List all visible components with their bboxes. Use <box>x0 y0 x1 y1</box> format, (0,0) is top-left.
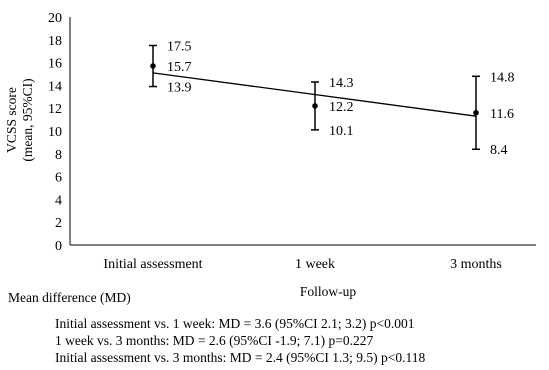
ci-upper-label: 14.3 <box>329 76 354 91</box>
x-tick-label: 3 months <box>450 257 502 272</box>
mean-label: 15.7 <box>167 60 192 75</box>
ci-lower-label: 8.4 <box>490 143 508 158</box>
note-line: 1 week vs. 3 months: MD = 2.6 (95%CI -1.… <box>55 333 374 348</box>
ci-upper-label: 17.5 <box>167 40 192 55</box>
ci-lower-label: 10.1 <box>329 124 354 139</box>
mean-label: 12.2 <box>329 100 354 115</box>
note-line: Initial assessment vs. 1 week: MD = 3.6 … <box>55 316 415 331</box>
error-bars <box>149 44 480 150</box>
data-labels: 17.5 15.7 13.9 14.3 12.2 10.1 14.8 11.6 8.4 <box>167 40 515 159</box>
x-axis-label: Follow-up <box>300 284 357 299</box>
y-tick-label: 16 <box>48 57 62 72</box>
y-axis-label-line: (mean, 95%CI) <box>20 78 35 161</box>
y-axis-label-line: VCSS score <box>4 87 19 153</box>
data-point <box>312 103 318 109</box>
ci-upper-label: 14.8 <box>490 70 515 85</box>
x-tick-label: Initial assessment <box>103 257 202 272</box>
data-point <box>150 63 156 69</box>
vcss-chart: 0 2 4 6 8 10 12 14 16 18 20 Initial assessment 1 we… <box>4 11 536 299</box>
data-points <box>150 63 479 116</box>
y-tick-label: 0 <box>55 239 62 254</box>
y-tick-label: 8 <box>55 148 62 163</box>
y-tick-label: 14 <box>48 79 62 94</box>
y-tick-label: 6 <box>55 171 62 186</box>
y-axis-label: VCSS score(mean, 95%CI) <box>4 78 35 161</box>
y-tick-label: 20 <box>48 11 62 26</box>
x-tick-labels: Initial assessment 1 week 3 months <box>103 257 501 272</box>
mean-label: 11.6 <box>490 107 514 122</box>
y-tick-label: 18 <box>48 34 62 49</box>
note-line: Initial assessment vs. 3 months: MD = 2.… <box>55 350 426 365</box>
y-tick-label: 12 <box>48 102 62 117</box>
data-point <box>473 109 479 116</box>
y-tick-label: 4 <box>55 193 62 208</box>
y-tick-labels: 0 2 4 6 8 10 12 14 16 18 20 <box>48 11 62 254</box>
ci-lower-label: 13.9 <box>167 81 192 96</box>
y-tick-label: 2 <box>55 216 62 231</box>
x-tick-label: 1 week <box>295 257 335 272</box>
y-tick-label: 10 <box>48 125 62 140</box>
